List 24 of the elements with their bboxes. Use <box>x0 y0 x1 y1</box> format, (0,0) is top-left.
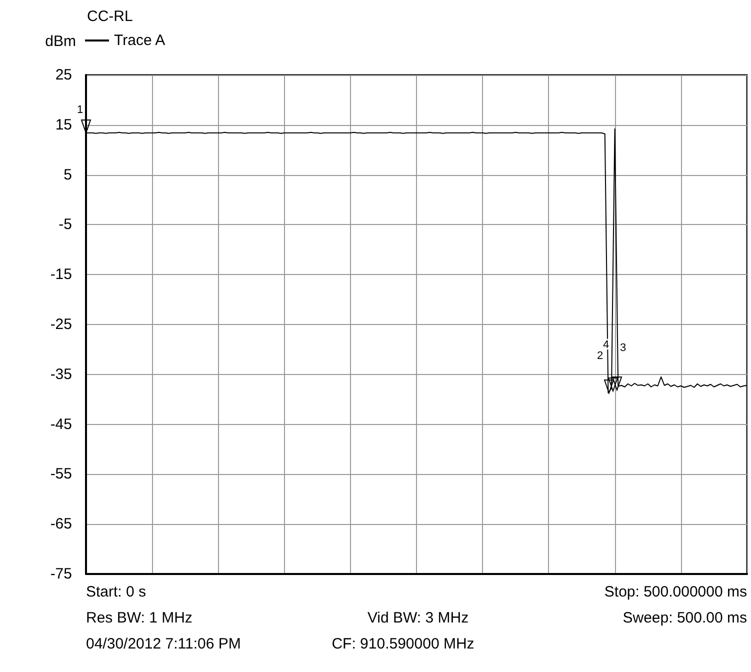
text: 1 <box>76 104 84 116</box>
y-tick-label: -35 <box>50 366 72 383</box>
y-tick-label: 15 <box>55 116 72 134</box>
legend-label: Trace A <box>114 32 166 49</box>
y-tick-label: -55 <box>50 466 72 483</box>
annotation: 2 <box>596 350 604 362</box>
y-axis-title: dBm <box>45 33 76 50</box>
y-tick-label: 5 <box>64 166 72 184</box>
text: CF: 910.590000 MHz <box>332 636 474 652</box>
chart-title: CC-RL <box>87 8 133 25</box>
y-tick-label: -25 <box>50 316 72 333</box>
text: 04/30/2012 7:11:06 PM <box>86 636 241 652</box>
y-tick-label: -5 <box>58 216 72 234</box>
y-tick-label: -75 <box>50 566 72 582</box>
text: Stop: 500.000000 ms <box>604 584 747 600</box>
y-tick-label: 25 <box>55 66 72 84</box>
y-tick-label: -45 <box>50 416 72 433</box>
y-tick-label: -65 <box>50 516 72 533</box>
text: Res BW: 1 MHz <box>86 610 192 626</box>
annotation: 3 <box>620 342 626 354</box>
y-tick-label: -15 <box>50 266 72 284</box>
text: Sweep: 500.00 ms <box>622 610 747 626</box>
text: Start: 0 s <box>86 584 146 600</box>
text: Vid BW: 3 MHz <box>367 610 469 626</box>
